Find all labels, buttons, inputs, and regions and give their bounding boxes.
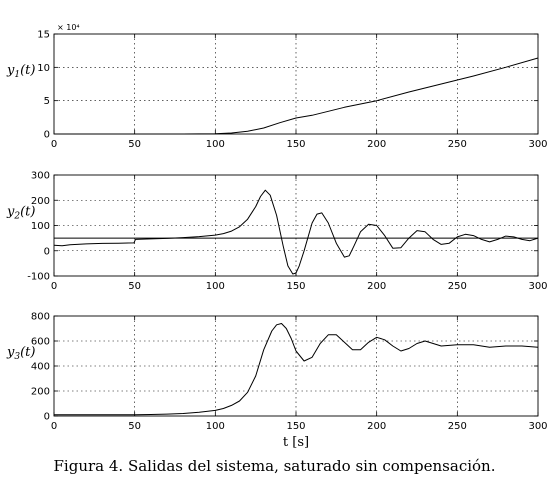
y-axis-label: y1(t) [6, 63, 35, 80]
x-tick-label: 300 [528, 139, 547, 150]
y-tick-label: 15 [37, 30, 50, 41]
y-tick-label: 300 [31, 171, 50, 182]
y-tick-label: 5 [44, 96, 50, 107]
x-tick-label: 0 [51, 139, 57, 150]
x-tick-label: 200 [367, 281, 386, 292]
y-tick-label: 0 [44, 130, 50, 141]
y-tick-label: 10 [37, 63, 50, 74]
series-line-1 [54, 323, 539, 416]
panel-y1: 0 50 100 150 200 250 300 0 5 10 15 × 10⁴ y1(t) [6, 23, 548, 150]
y-axis-label: y2(t) [6, 205, 35, 222]
x-tick-label: 100 [206, 139, 225, 150]
y-tick-label: 200 [31, 387, 50, 398]
x-tick-label: 0 [51, 421, 57, 432]
x-tick-label: 50 [128, 421, 141, 432]
x-tick-label: 100 [206, 421, 225, 432]
x-tick-label: 300 [528, 421, 547, 432]
x-tick-label: 300 [528, 281, 547, 292]
y-tick-label: 100 [31, 221, 50, 232]
y-tick-label: 400 [31, 362, 50, 373]
y-tick-label: 800 [31, 312, 50, 323]
x-tick-label: 250 [448, 421, 467, 432]
y-tick-label: 0 [44, 246, 50, 257]
series-line-1 [54, 57, 539, 135]
y-tick-label: 200 [31, 196, 50, 207]
x-tick-label: 200 [367, 139, 386, 150]
x-tick-label: 150 [286, 281, 305, 292]
y-tick-label: 0 [44, 412, 50, 423]
y-tick-label: 600 [31, 337, 50, 348]
y-tick-label: -100 [27, 272, 50, 283]
x-tick-label: 50 [128, 139, 141, 150]
x-axis-label: t [s] [283, 435, 309, 450]
figure-caption: Figura 4. Salidas del sistema, saturado … [53, 457, 496, 475]
x-tick-label: 200 [367, 421, 386, 432]
panel-y3: 0 50 100 150 200 250 300 0 200 400 600 800 y3(t) [6, 312, 548, 433]
x-tick-label: 50 [128, 281, 141, 292]
x-tick-label: 150 [286, 139, 305, 150]
x-tick-label: 250 [448, 139, 467, 150]
x-tick-label: 150 [286, 421, 305, 432]
x-tick-label: 100 [206, 281, 225, 292]
figure: 0 50 100 150 200 250 300 0 5 10 15 × 10⁴ y1(t) 0 50 10… [6, 23, 548, 450]
x-tick-label: 250 [448, 281, 467, 292]
y-axis-label: y3(t) [6, 345, 35, 362]
y-exponent-label: × 10⁴ [57, 23, 80, 32]
x-tick-label: 0 [51, 281, 57, 292]
